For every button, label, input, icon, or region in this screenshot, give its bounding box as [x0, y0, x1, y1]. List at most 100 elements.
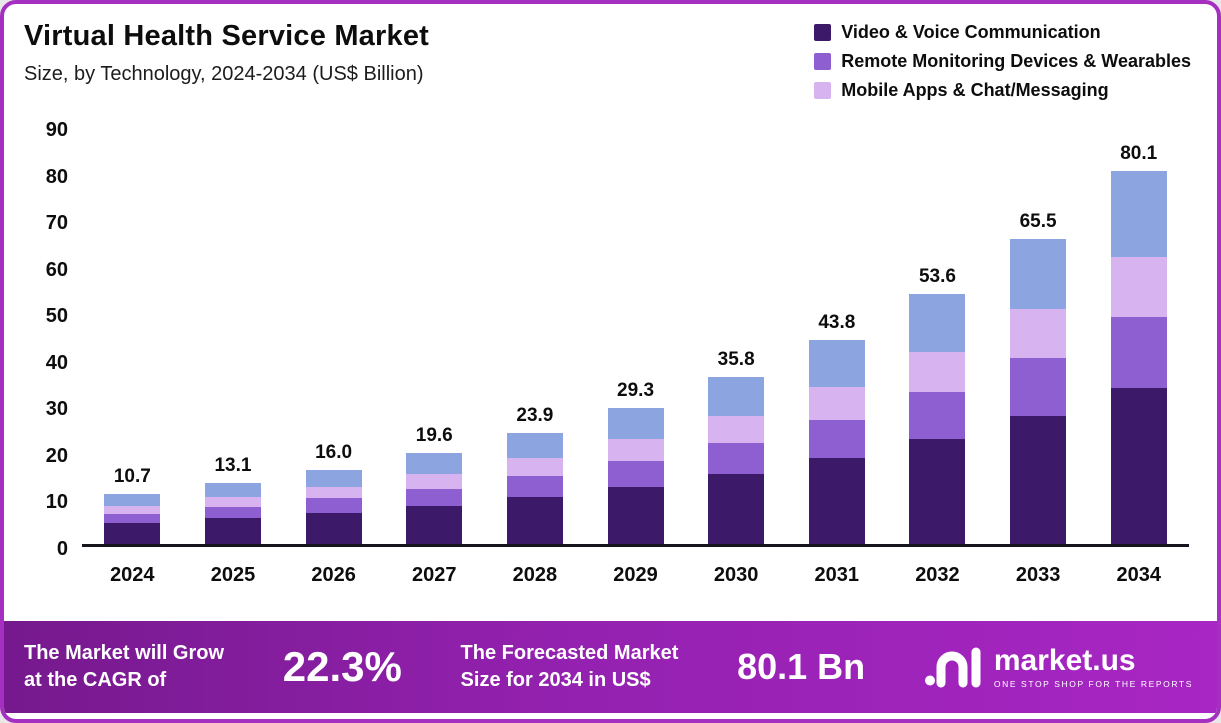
bar-segment	[506, 476, 563, 498]
bar-segment	[1110, 256, 1167, 317]
x-axis-label: 2032	[915, 564, 960, 586]
chart: 0 10 20 30 40 50 60 70 80 90 10.7 13.1 16.0 19.6 23.9…	[24, 119, 1189, 587]
x-axis-labels: 2024 2025 2026 2027 2028 2029 2030 2031 2032 2033…	[82, 564, 1189, 587]
bar-group: 43.8	[786, 128, 887, 544]
bar-segment	[808, 419, 865, 459]
bar-segment	[708, 442, 765, 475]
bar-total-label: 80.1	[1120, 143, 1158, 165]
bar-total-label: 16.0	[315, 441, 353, 463]
bar-segment	[909, 439, 966, 544]
bar-segment	[204, 497, 261, 507]
bar-stack	[808, 340, 865, 544]
bar-segment	[305, 512, 362, 544]
legend-swatch	[814, 24, 832, 41]
bar-total-label: 53.6	[918, 266, 956, 288]
bar-stack	[406, 452, 463, 544]
brand-logo: market.us ONE STOP SHOP FOR THE REPORTS	[924, 642, 1193, 693]
market-us-logo-icon	[924, 642, 982, 693]
legend: Video & Voice Communication Remote Monito…	[814, 20, 1191, 101]
bar-total-label: 65.5	[1019, 211, 1057, 233]
bar-total-label: 23.9	[516, 404, 554, 426]
y-tick-label: 90	[45, 119, 68, 141]
bar-segment	[1010, 239, 1067, 310]
y-tick-label: 70	[45, 212, 68, 235]
bar-stack	[506, 432, 563, 544]
legend-swatch	[814, 82, 832, 99]
bar-segment	[1110, 171, 1167, 257]
bar-segment	[104, 523, 161, 544]
cagr-value: 22.3%	[282, 643, 402, 690]
forecast-value: 80.1 Bn	[737, 646, 866, 687]
bar-total-label: 10.7	[113, 466, 151, 488]
bar-segment	[607, 407, 664, 439]
bar-segment	[1010, 357, 1067, 416]
y-axis: 0 10 20 30 40 50 60 70 80 90	[24, 119, 82, 560]
x-axis-label: 2030	[713, 564, 759, 586]
cagr-caption-line2: at the CAGR of	[24, 669, 167, 691]
bar-segment	[204, 483, 261, 498]
forecast-caption: The Forecasted Market Size for 2034 in U…	[461, 640, 679, 694]
chart-subtitle: Size, by Technology, 2024-2034 (US$ Bill…	[24, 63, 424, 85]
bottom-banner: The Market will Grow at the CAGR of 22.3…	[4, 621, 1217, 713]
bar-segment	[909, 294, 966, 352]
y-tick-label: 40	[45, 351, 68, 374]
bar-segment	[708, 416, 765, 443]
bar-group: 80.1	[1088, 128, 1189, 544]
bar-segment	[104, 505, 161, 514]
x-axis-label: 2033	[1015, 564, 1061, 586]
bar-segment	[607, 460, 664, 487]
bar-segment	[1010, 416, 1067, 544]
bar-segment	[708, 474, 765, 544]
cagr-caption-line1: The Market will Grow	[24, 642, 225, 664]
bar-stack	[708, 377, 765, 544]
x-axis-label: 2026	[311, 564, 356, 586]
bar-segment	[305, 469, 362, 487]
bar-segment	[909, 351, 966, 392]
bar-segment	[406, 473, 463, 489]
plot-row: 0 10 20 30 40 50 60 70 80 90 10.7 13.1 16.0 19.6 23.9…	[24, 119, 1189, 560]
legend-item: Video & Voice Communication	[814, 22, 1191, 43]
bar-total-label: 35.8	[717, 349, 755, 371]
x-axis-label: 2034	[1116, 564, 1161, 586]
bar-segment	[708, 377, 765, 417]
y-tick-label: 60	[45, 258, 68, 281]
bar-stack	[1110, 171, 1167, 544]
bar-stack	[104, 494, 161, 544]
bar-segment	[506, 432, 563, 459]
bar-stack	[909, 294, 966, 544]
y-tick-label: 0	[56, 538, 68, 560]
y-tick-label: 30	[45, 398, 68, 421]
bar-segment	[808, 458, 865, 544]
legend-swatch	[814, 53, 832, 70]
bar-segment	[406, 488, 463, 506]
bar-segment	[1010, 309, 1067, 358]
bar-group: 23.9	[485, 128, 586, 544]
bar-group: 65.5	[988, 128, 1089, 544]
bar-total-label: 19.6	[415, 424, 453, 446]
bar-segment	[204, 506, 261, 519]
cagr-caption: The Market will Grow at the CAGR of	[24, 640, 224, 694]
y-tick-label: 80	[45, 165, 68, 188]
bar-segment	[808, 387, 865, 420]
y-tick-label: 20	[45, 444, 68, 467]
bar-segment	[1110, 387, 1167, 544]
bar-total-label: 29.3	[617, 379, 655, 401]
bar-group: 29.3	[585, 128, 686, 544]
bar-segment	[305, 486, 362, 499]
bar-stack	[204, 483, 261, 544]
x-axis-label: 2028	[512, 564, 558, 586]
bar-segment	[204, 518, 261, 544]
bar-segment	[607, 486, 664, 544]
bar-segment	[909, 391, 966, 440]
brand-name: market.us	[993, 643, 1136, 677]
bar-group: 35.8	[686, 128, 787, 544]
brand-tagline: ONE STOP SHOP FOR THE REPORTS	[993, 679, 1193, 690]
bar-segment	[406, 452, 463, 474]
bar-stack	[607, 407, 664, 544]
bar-total-label: 43.8	[818, 312, 856, 334]
bar-segment	[104, 494, 161, 506]
chart-title: Virtual Health Service Market	[24, 20, 430, 52]
x-axis-label: 2024	[110, 564, 155, 586]
brand-text: market.us ONE STOP SHOP FOR THE REPORTS	[994, 645, 1193, 690]
